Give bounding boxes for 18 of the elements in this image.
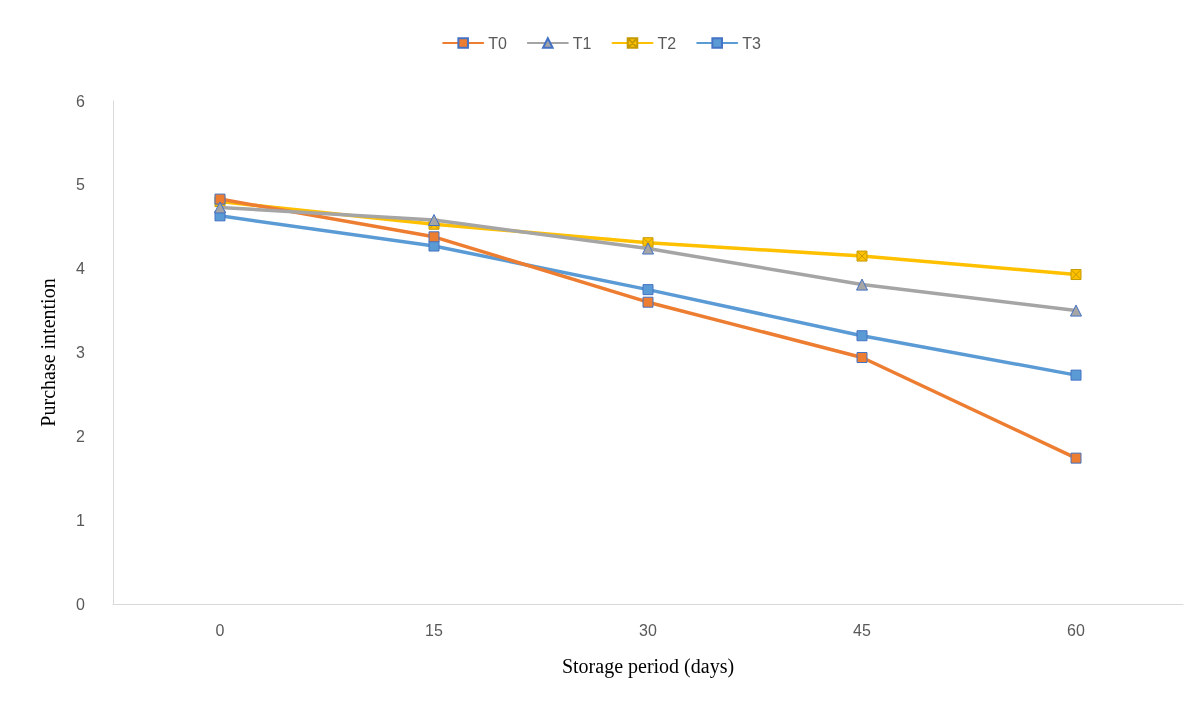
x-tick-label: 30 [639, 621, 657, 639]
y-axis-title: Purchase intention [37, 278, 59, 427]
legend-label: T2 [657, 34, 677, 52]
y-tick-label: 5 [76, 176, 86, 194]
x-tick-label: 60 [1067, 621, 1085, 639]
y-tick-label: 1 [76, 511, 86, 529]
legend-label: T0 [488, 34, 507, 52]
x-axis-title: Storage period (days) [561, 655, 735, 678]
x-tick-label: 45 [853, 621, 871, 639]
y-tick-label: 0 [76, 595, 86, 613]
legend-label: T1 [572, 34, 592, 52]
y-tick-label: 4 [76, 260, 86, 278]
y-tick-label: 2 [76, 427, 86, 445]
x-tick-label: 15 [425, 621, 443, 639]
y-tick-label: 3 [76, 344, 86, 361]
legend-label: T3 [742, 34, 761, 52]
x-tick-label: 0 [215, 621, 225, 639]
y-tick-label: 6 [76, 92, 86, 110]
